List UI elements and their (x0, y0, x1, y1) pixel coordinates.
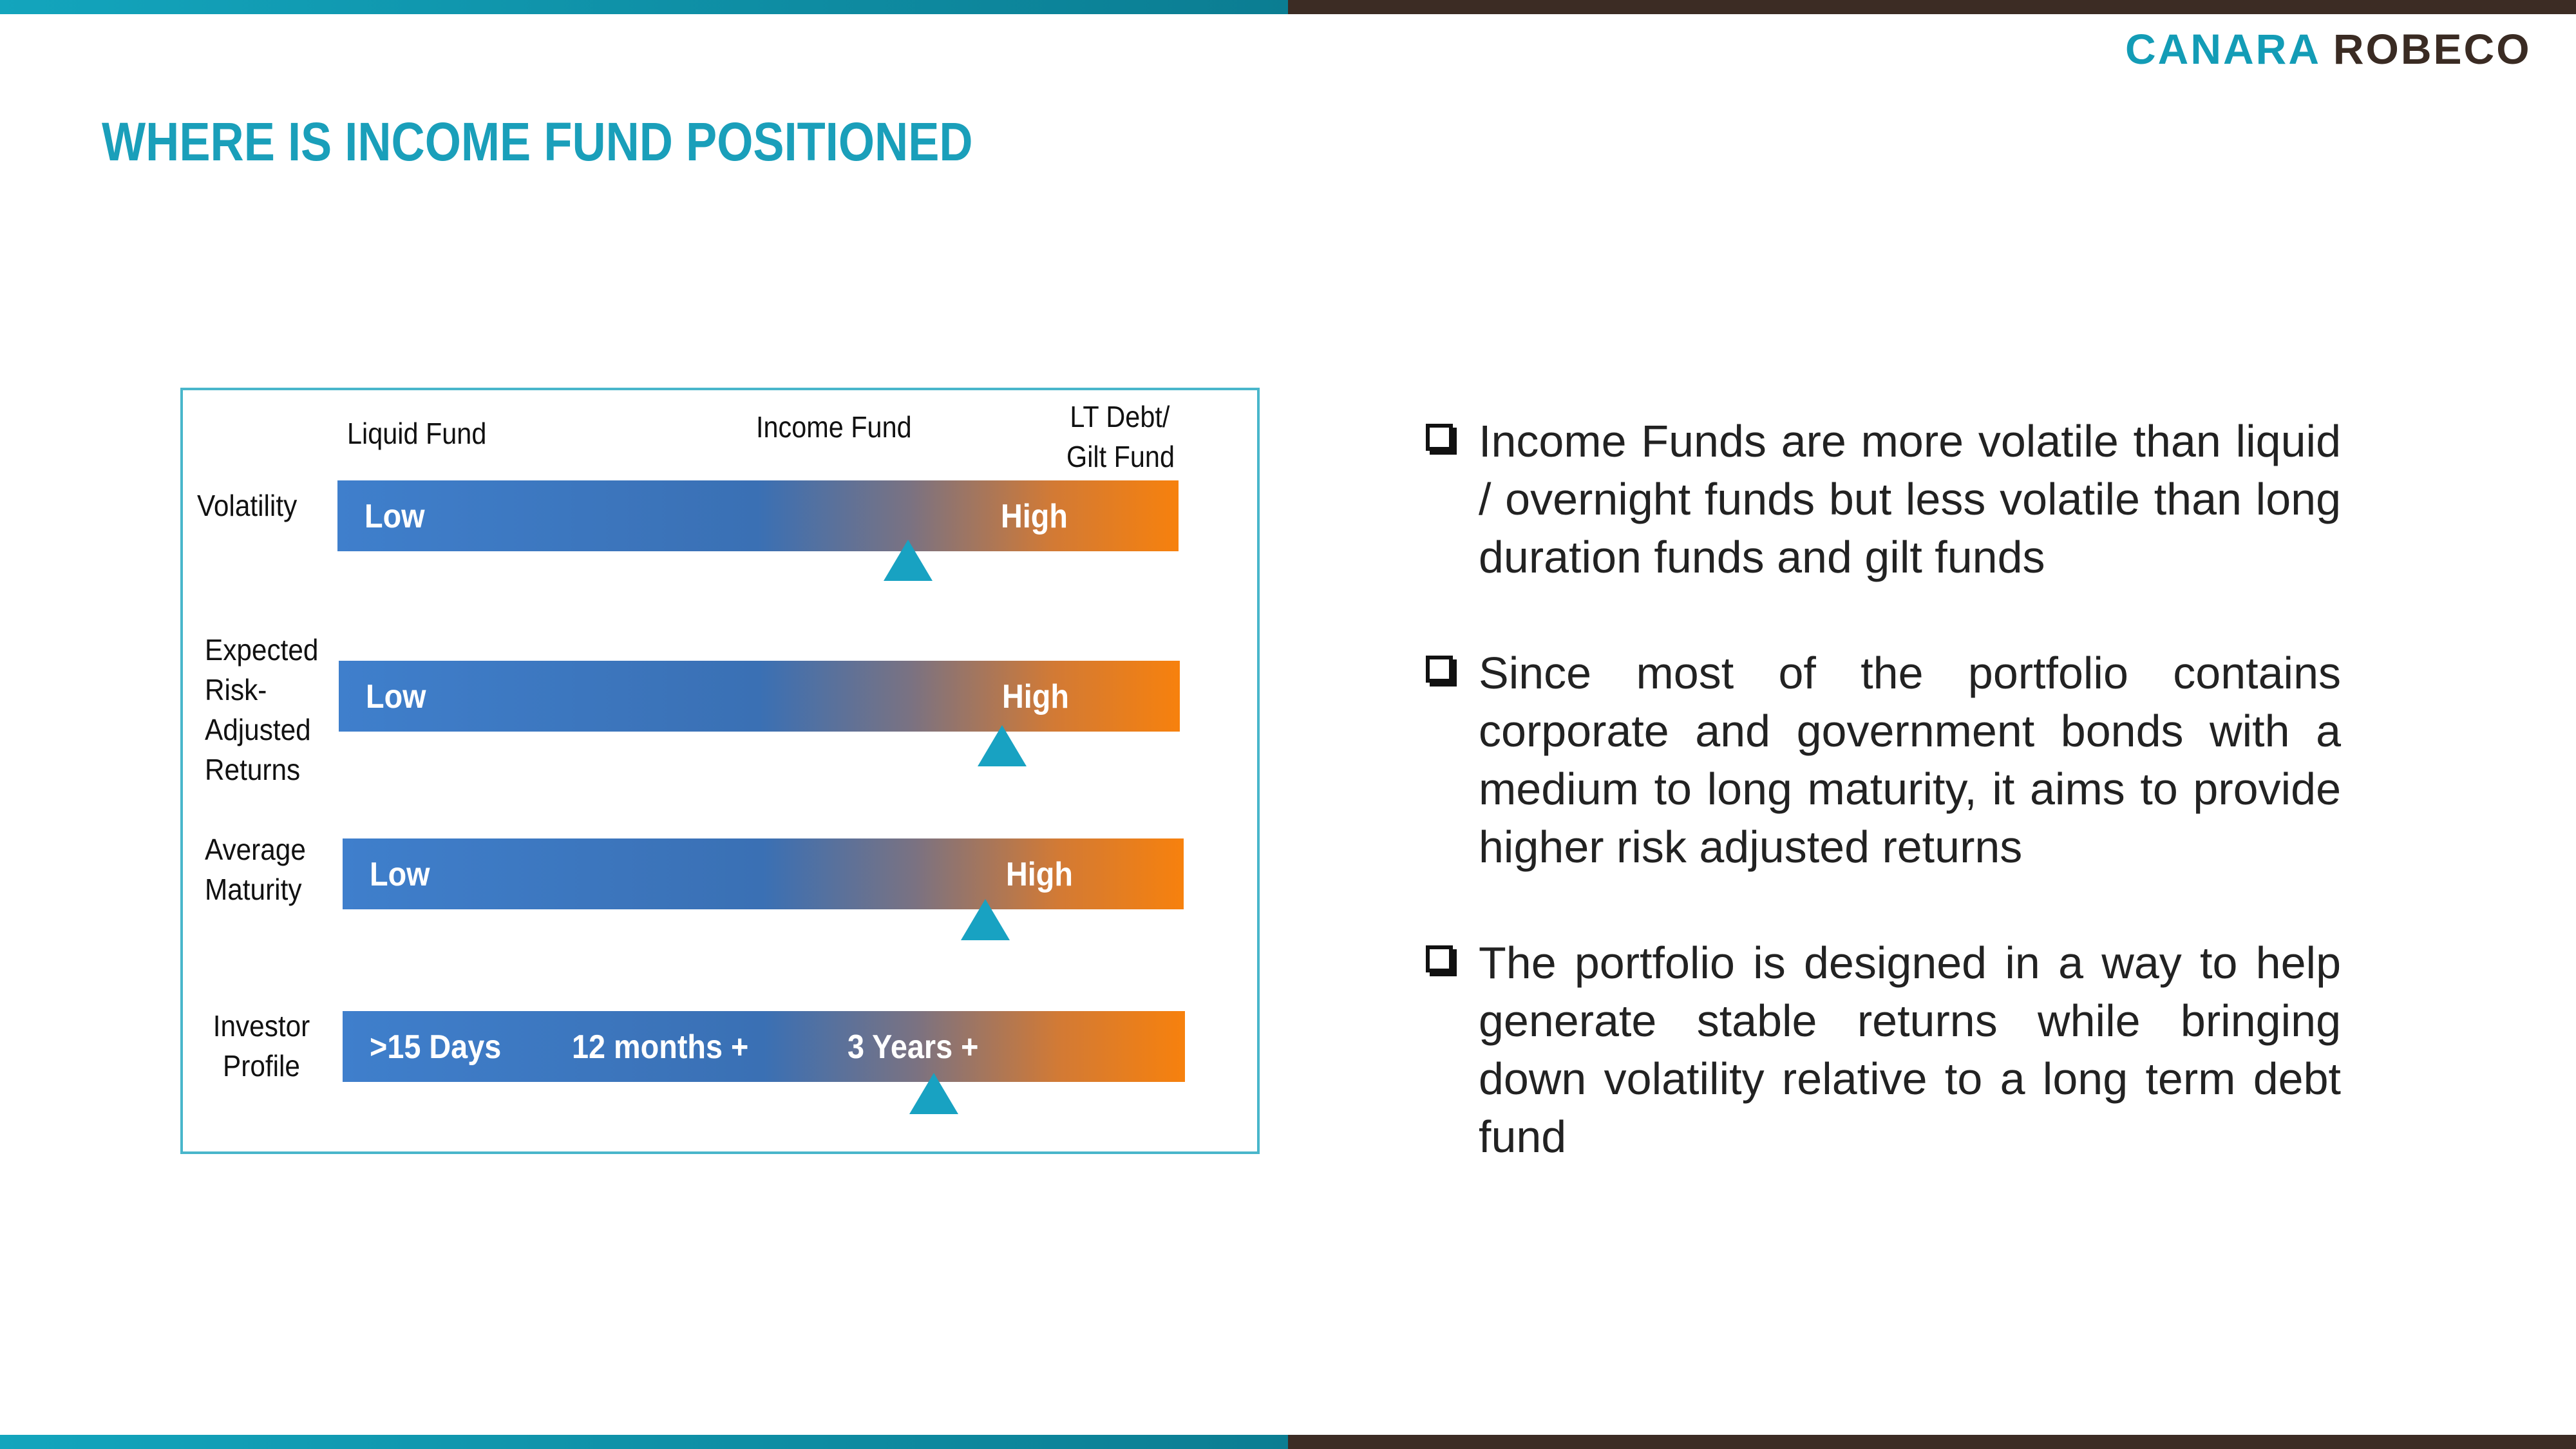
row-label-line: Returns (205, 753, 301, 786)
average-maturity-position-marker-icon (961, 899, 1010, 940)
row-label-volatility: Volatility (197, 486, 297, 526)
investor-profile-position-marker-icon (909, 1073, 958, 1114)
row-label-line: Expected (205, 633, 319, 667)
column-header-liquid-fund: Liquid Fund (347, 417, 487, 450)
row-label-line: Maturity (205, 873, 302, 906)
canara-robeco-logo: CANARA ROBECO (2125, 24, 2537, 73)
bar-label-low: Low (365, 498, 425, 535)
column-header-lt-debt-line1: LT Debt/ (1070, 400, 1170, 433)
bullet-item: Income Funds are more volatile than liqu… (1423, 412, 2341, 586)
risk-adjusted-returns-position-marker-icon (978, 725, 1027, 766)
bar-label-low: Low (366, 678, 426, 715)
logo-word-robeco: ROBECO (2333, 25, 2532, 73)
bottom-band-teal (0, 1435, 1288, 1449)
logo-word-canara: CANARA (2125, 25, 2320, 73)
top-band-brown (1288, 0, 2576, 14)
risk-adjusted-returns-bar: Low High (339, 661, 1180, 732)
bar-label-3-years: 3 Years + (848, 1028, 979, 1066)
bottom-band-brown (1288, 1435, 2576, 1449)
bullet-list: Income Funds are more volatile than liqu… (1423, 412, 2341, 1224)
column-header-income-fund: Income Fund (756, 410, 912, 444)
row-label-line: Adjusted (205, 713, 311, 746)
bar-label-high: High (1002, 678, 1069, 715)
row-label-line: Risk- (205, 673, 267, 706)
bar-label-12-months: 12 months + (572, 1028, 749, 1066)
bottom-accent-band (0, 1435, 2576, 1449)
investor-profile-bar: >15 Days 12 months + 3 Years + (343, 1011, 1185, 1082)
row-label-investor-profile: Investor Profile (202, 1006, 321, 1086)
row-label-line: Investor (213, 1009, 310, 1043)
top-accent-band (0, 0, 2576, 14)
bar-label-15-days: >15 Days (370, 1028, 502, 1066)
bar-label-high: High (1006, 856, 1073, 893)
row-label-line: Average (205, 833, 306, 866)
slide-title: WHERE IS INCOME FUND POSITIONED (102, 111, 973, 172)
checkbox-bullet-icon (1426, 945, 1453, 972)
bullet-item: The portfolio is designed in a way to he… (1423, 934, 2341, 1166)
column-header-lt-debt-gilt-fund: LT Debt/ Gilt Fund (1066, 397, 1175, 477)
volatility-bar: Low High (337, 480, 1179, 551)
bullet-text: Income Funds are more volatile than liqu… (1479, 416, 2341, 582)
checkbox-bullet-icon (1426, 424, 1453, 451)
average-maturity-bar: Low High (343, 838, 1184, 909)
row-label-expected-risk-adjusted-returns: Expected Risk- Adjusted Returns (205, 630, 318, 790)
bullet-text: The portfolio is designed in a way to he… (1479, 938, 2341, 1162)
row-label-line: Profile (223, 1049, 300, 1083)
bar-label-high: High (1001, 498, 1068, 535)
checkbox-bullet-icon (1426, 656, 1453, 683)
positioning-diagram: Liquid Fund Income Fund LT Debt/ Gilt Fu… (180, 388, 1260, 1154)
bar-label-low: Low (370, 856, 430, 893)
column-header-lt-debt-line2: Gilt Fund (1066, 440, 1175, 473)
top-band-teal (0, 0, 1288, 14)
row-label-average-maturity: Average Maturity (205, 829, 306, 909)
volatility-position-marker-icon (884, 540, 933, 581)
bullet-text: Since most of the portfolio contains cor… (1479, 648, 2341, 872)
bullet-item: Since most of the portfolio contains cor… (1423, 644, 2341, 876)
row-label-line: Volatility (197, 489, 298, 522)
